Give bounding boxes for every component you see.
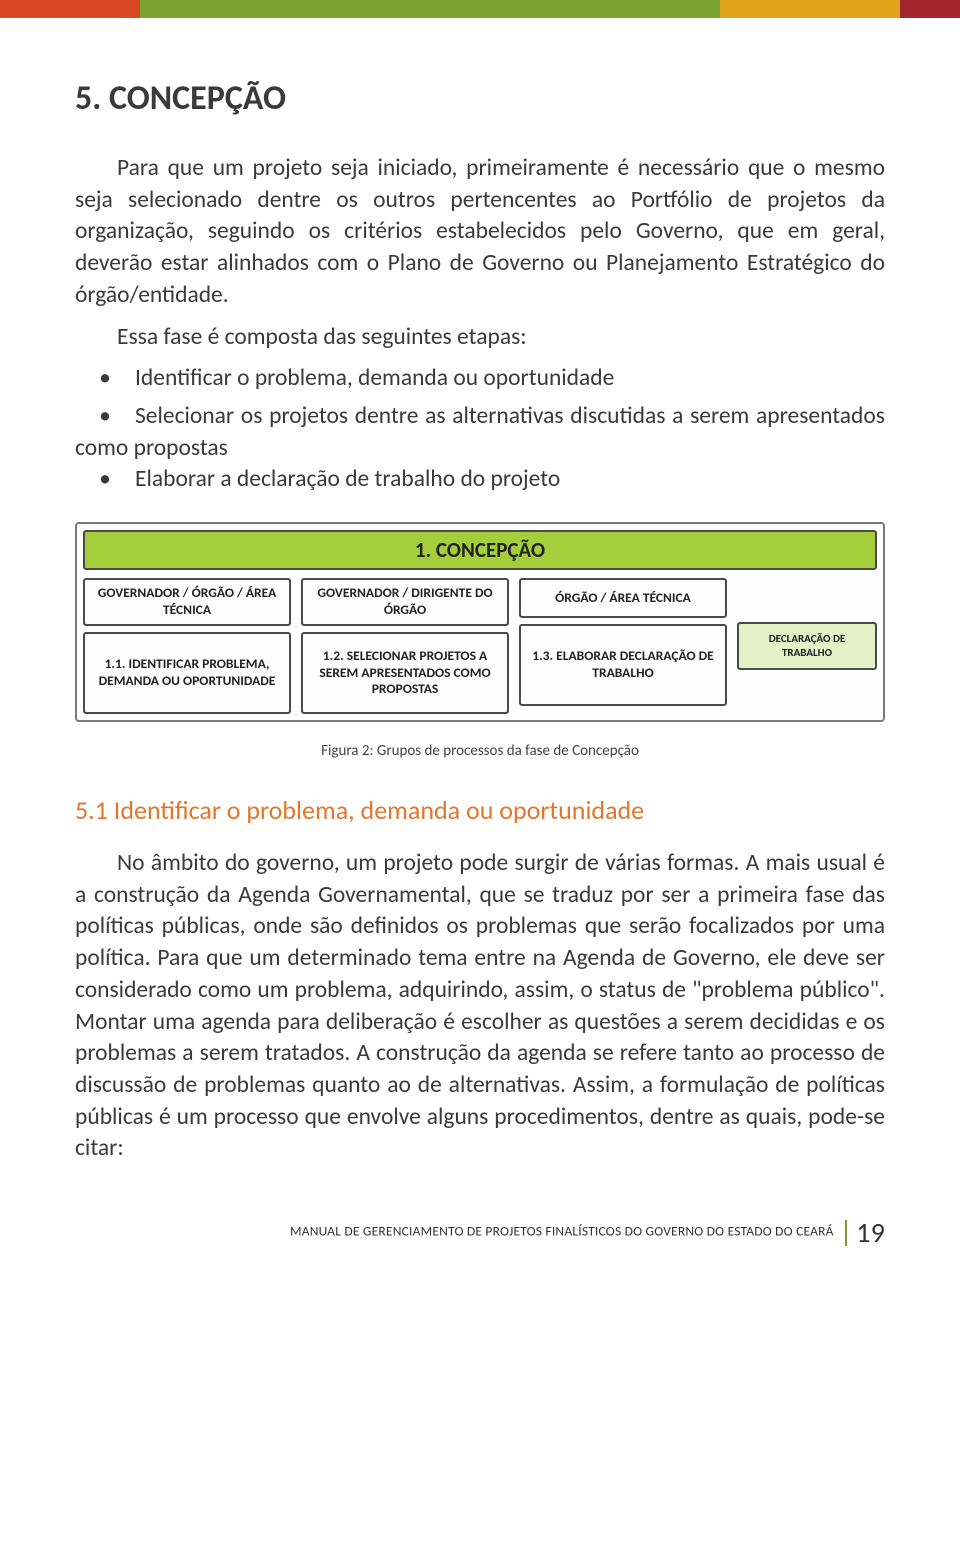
diagram-col-4: DECLARAÇÃO DE TRABALHO	[737, 578, 877, 714]
diagram-cell-actor: ÓRGÃO / ÁREA TÉCNICA	[519, 578, 727, 618]
diagram-row: GOVERNADOR / ÓRGÃO / ÁREA TÉCNICA 1.1. I…	[83, 578, 877, 714]
bullet-marker: •	[75, 363, 135, 395]
bullet-item: • Elaborar a declaração de trabalho do p…	[75, 464, 885, 496]
bullet-marker: •	[75, 464, 135, 496]
diagram-title: 1. CONCEPÇÃO	[83, 530, 877, 570]
paragraph-1: Para que um projeto seja iniciado, prime…	[75, 153, 885, 312]
diagram-cell-actor: GOVERNADOR / ÓRGÃO / ÁREA TÉCNICA	[83, 578, 291, 626]
bullet-item: •Selecionar os projetos dentre as altern…	[75, 401, 885, 464]
bullet-marker: •	[75, 401, 135, 433]
bullet-item: • Identificar o problema, demanda ou opo…	[75, 363, 885, 395]
figure-caption: Figura 2: Grupos de processos da fase de…	[75, 742, 885, 760]
diagram-cell-step: 1.1. IDENTIFICAR PROBLEMA, DEMANDA OU OP…	[83, 632, 291, 714]
top-stripe	[0, 0, 960, 18]
diagram-col-2: GOVERNADOR / DIRIGENTE DO ÓRGÃO 1.2. SEL…	[301, 578, 509, 714]
stripe-seg-2	[140, 0, 720, 18]
bullet-text: Selecionar os projetos dentre as alterna…	[75, 402, 885, 462]
bullet-text: Identificar o problema, demanda ou oport…	[135, 363, 885, 395]
page-body: 5. CONCEPÇÃO Para que um projeto seja in…	[0, 18, 960, 1215]
subsection-title: 5.1 Identificar o problema, demanda ou o…	[75, 794, 885, 826]
paragraph-3: No âmbito do governo, um projeto pode su…	[75, 848, 885, 1165]
page-number: 19	[856, 1215, 885, 1250]
stripe-seg-3	[720, 0, 900, 18]
bullet-text: Elaborar a declaração de trabalho do pro…	[135, 464, 885, 496]
stripe-seg-4	[900, 0, 960, 18]
diagram-cell-actor: GOVERNADOR / DIRIGENTE DO ÓRGÃO	[301, 578, 509, 626]
diagram-col-3: ÓRGÃO / ÁREA TÉCNICA 1.3. ELABORAR DECLA…	[519, 578, 727, 714]
footer-separator	[845, 1220, 847, 1246]
diagram-cell-step: 1.3. ELABORAR DECLARAÇÃO DE TRABALHO	[519, 624, 727, 706]
diagram-col-1: GOVERNADOR / ÓRGÃO / ÁREA TÉCNICA 1.1. I…	[83, 578, 291, 714]
page-footer: MANUAL DE GERENCIAMENTO DE PROJETOS FINA…	[0, 1215, 960, 1280]
section-title: 5. CONCEPÇÃO	[75, 78, 885, 119]
diagram-cell-step: 1.2. SELECIONAR PROJETOS A SEREM APRESEN…	[301, 632, 509, 714]
diagram-cell-output: DECLARAÇÃO DE TRABALHO	[737, 622, 877, 670]
concepcao-diagram: 1. CONCEPÇÃO GOVERNADOR / ÓRGÃO / ÁREA T…	[75, 522, 885, 722]
footer-text: MANUAL DE GERENCIAMENTO DE PROJETOS FINA…	[290, 1223, 834, 1240]
stripe-seg-1	[0, 0, 140, 18]
bullet-list: • Identificar o problema, demanda ou opo…	[75, 363, 885, 496]
paragraph-2: Essa fase é composta das seguintes etapa…	[75, 322, 885, 354]
